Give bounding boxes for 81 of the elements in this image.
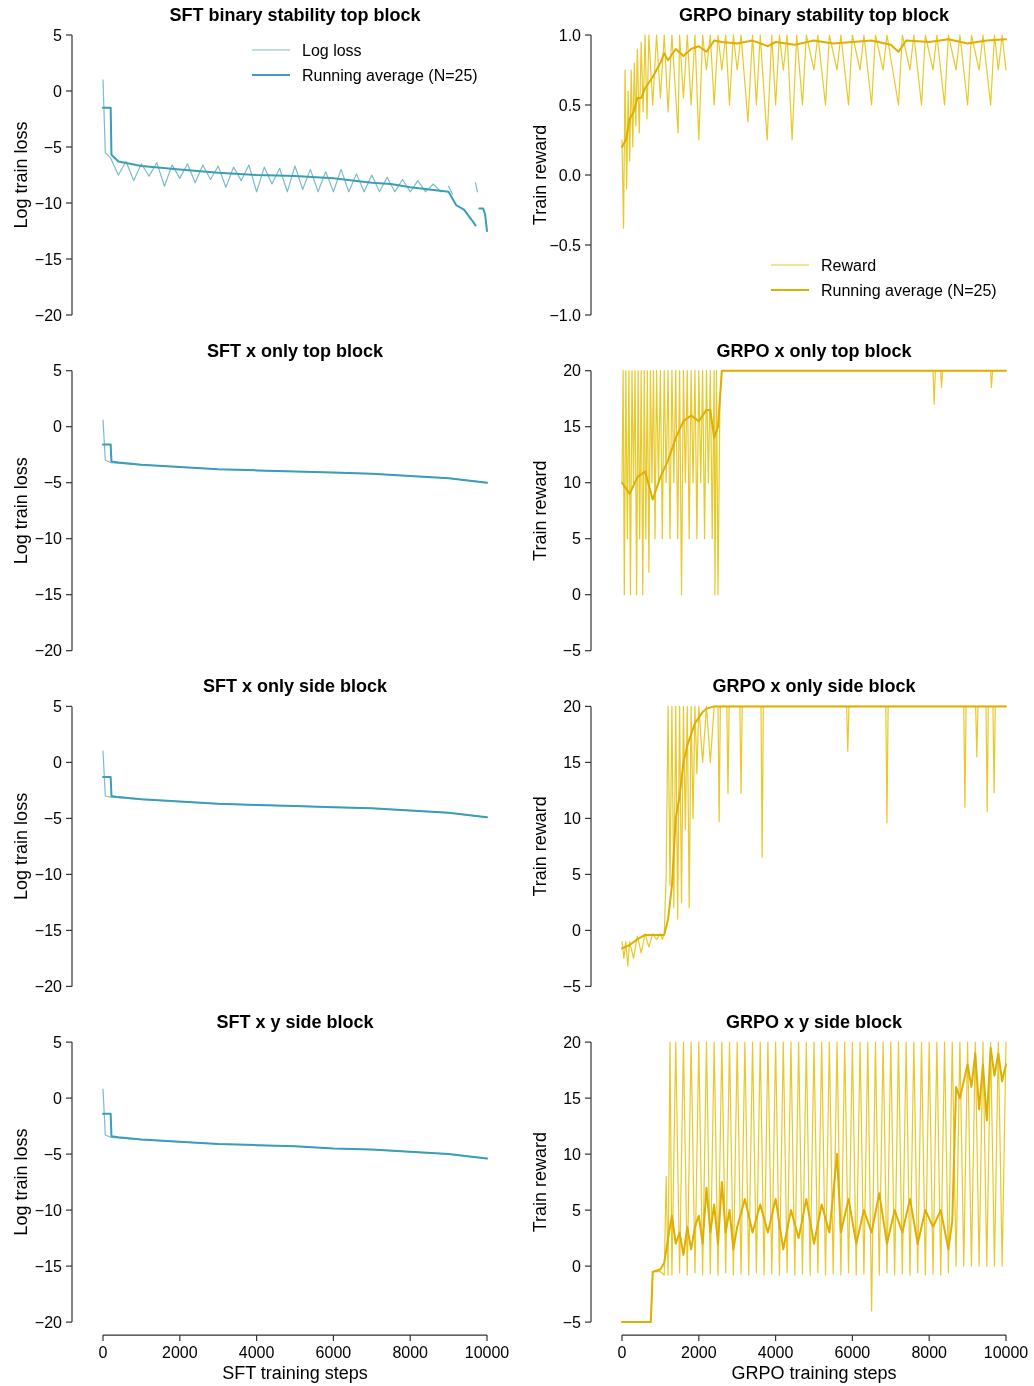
y-tick-label: −20 [34,978,63,995]
y-tick-label: 5 [572,530,582,548]
y-tick-label: 0 [53,82,63,100]
y-tick-label: 5 [572,1201,582,1219]
y-tick-label: −10 [34,866,63,883]
chart-title: SFT x only top block [206,340,384,361]
legend-label: Reward [821,257,877,274]
y-tick-label: 5 [53,698,63,715]
y-tick-label: −5 [43,474,63,492]
y-tick-label: −5 [43,138,63,156]
x-tick-label: 6000 [834,1344,871,1362]
y-axis-title: Log train loss [11,1128,31,1236]
y-axis-title: Log train loss [11,121,31,229]
y-axis-title: Train reward [530,1131,550,1233]
x-tick-label: 0 [617,1344,627,1362]
y-tick-label: −0.5 [549,236,582,254]
legend-label: Log loss [302,42,362,59]
y-tick-label: 20 [563,698,582,715]
y-tick-label: −10 [34,194,63,212]
chart-title: SFT x y side block [216,1012,375,1033]
y-tick-label: 15 [563,1089,582,1107]
y-tick-label: −1.0 [549,306,582,324]
y-tick-label: −20 [34,1313,63,1331]
chart-title: GRPO x only top block [716,340,913,361]
y-axis-title: Train reward [530,796,550,897]
y-tick-label: −20 [34,306,63,324]
y-tick-label: 10 [563,474,582,492]
y-tick-label: 20 [563,362,582,380]
chart-title: GRPO x y side block [725,1012,904,1033]
y-tick-label: 0 [572,922,582,939]
y-tick-label: −5 [562,1313,582,1331]
y-tick-label: 15 [563,754,582,771]
y-axis-title: Log train loss [11,792,31,900]
y-tick-label: −15 [34,922,63,939]
y-tick-label: 0 [572,586,582,604]
y-tick-label: −15 [34,586,63,604]
y-tick-label: 0 [53,754,63,771]
legend-label: Running average (N=25) [821,282,997,299]
x-tick-label: 8000 [911,1344,948,1362]
y-axis-title: Log train loss [11,457,31,565]
y-tick-label: 10 [563,1145,582,1163]
y-tick-label: −20 [34,642,63,660]
x-axis-title: SFT training steps [222,1363,368,1384]
y-tick-label: −5 [43,1145,63,1163]
y-tick-label: 1.0 [558,26,582,44]
y-tick-label: −15 [34,1257,63,1275]
y-axis-title: Train reward [530,460,550,561]
y-tick-label: −5 [562,642,582,660]
chart-title: SFT x only side block [202,676,389,697]
x-tick-label: 10000 [464,1344,510,1362]
chart-title: GRPO binary stability top block [678,5,951,25]
y-tick-label: −15 [34,250,63,268]
chart-title: SFT binary stability top block [169,5,422,25]
y-tick-label: −10 [34,1201,63,1219]
y-tick-label: 0 [53,1089,63,1107]
x-tick-label: 10000 [983,1344,1029,1362]
x-tick-label: 8000 [392,1344,429,1362]
y-tick-label: −10 [34,530,63,548]
x-tick-label: 4000 [757,1344,794,1362]
x-tick-label: 0 [98,1344,108,1362]
y-tick-label: 15 [563,418,582,436]
y-tick-label: 5 [53,26,63,44]
y-tick-label: 5 [572,866,582,883]
x-tick-label: 4000 [238,1344,275,1362]
y-tick-label: 0 [53,418,63,436]
y-tick-label: 5 [53,1033,63,1051]
x-tick-label: 6000 [315,1344,352,1362]
x-tick-label: 2000 [162,1344,198,1362]
y-axis-title: Train reward [530,124,550,226]
y-tick-label: 0.5 [558,96,582,114]
y-tick-label: −5 [562,978,582,995]
y-tick-label: 5 [53,362,63,380]
y-tick-label: 0.0 [558,166,582,184]
y-tick-label: 0 [572,1257,582,1275]
x-axis-title: GRPO training steps [731,1363,897,1384]
y-tick-label: 10 [563,810,582,827]
x-tick-label: 2000 [681,1344,717,1362]
chart-title: GRPO x only side block [712,676,917,697]
y-tick-label: 20 [563,1033,582,1051]
legend-label: Running average (N=25) [302,67,478,84]
y-tick-label: −5 [43,810,63,827]
